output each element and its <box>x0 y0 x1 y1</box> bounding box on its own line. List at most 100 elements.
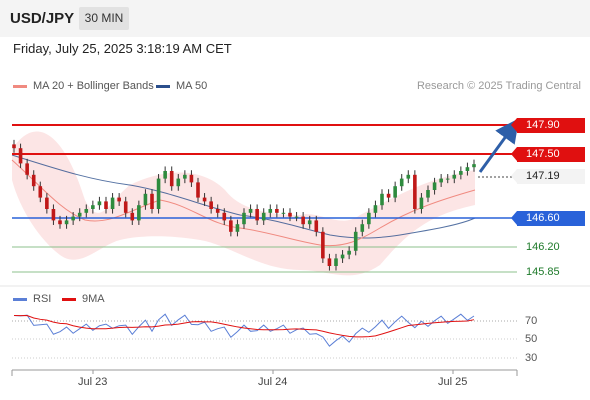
projection-arrow <box>478 118 520 173</box>
candle-body <box>12 144 16 149</box>
candle-body <box>130 212 135 221</box>
legend-9ma-label: 9MA <box>82 293 105 305</box>
candle-body <box>439 178 443 183</box>
legend-ma50: MA 50 <box>156 80 207 92</box>
ma20-line <box>11 159 476 247</box>
candle-body <box>45 197 49 209</box>
timeframe-badge[interactable]: 30 MIN <box>79 7 129 30</box>
candle-body <box>91 205 95 209</box>
candle-body <box>97 201 102 206</box>
candle-body <box>255 209 259 221</box>
candle-body <box>18 148 23 164</box>
candle-body <box>163 171 167 179</box>
candle-body <box>452 174 457 179</box>
candle-body <box>321 231 325 259</box>
legend-rsi: RSI <box>13 293 51 305</box>
candle-body <box>123 201 128 213</box>
x-tick-jul25: Jul 25 <box>438 376 468 388</box>
rsi-tick-30: 30 <box>525 352 538 364</box>
candle-body <box>209 201 213 209</box>
candle-body <box>183 174 187 179</box>
candle-body <box>38 186 43 198</box>
level-label-146-60: 146.60 <box>511 211 585 226</box>
candle-body <box>373 205 378 213</box>
candle-body <box>117 197 121 202</box>
candle-body <box>196 182 200 198</box>
candle-body <box>419 197 424 209</box>
candle-body <box>386 193 391 198</box>
legend-ma20-label: MA 20 + Bollinger Bands <box>33 80 154 92</box>
candle-body <box>465 167 470 171</box>
9ma-swatch <box>62 297 76 301</box>
candle-body <box>281 212 286 214</box>
candle-body <box>432 182 437 190</box>
candle-body <box>143 193 148 206</box>
candle-body <box>353 231 358 251</box>
candle-body <box>176 178 181 187</box>
candle-body <box>445 178 450 180</box>
candle-body <box>71 216 75 221</box>
legend-ma50-label: MA 50 <box>176 80 208 92</box>
candle-body <box>347 250 351 255</box>
legend-ma20: MA 20 + Bollinger Bands <box>13 80 154 92</box>
candle-body <box>406 174 411 179</box>
candle-body <box>261 212 266 221</box>
candle-body <box>84 209 89 213</box>
candle-body <box>301 216 305 225</box>
ma20-swatch <box>13 84 27 88</box>
level-label-147-90: 147.90 <box>511 118 585 133</box>
candle-body <box>294 216 299 218</box>
candle-body <box>288 212 292 217</box>
candle-body <box>314 220 319 232</box>
candle-body <box>150 193 154 209</box>
chart-datetime: Friday, July 25, 2025 3:18:19 AM CET <box>13 41 232 56</box>
candle-body <box>222 212 227 221</box>
candle-body <box>340 254 345 259</box>
candle-body <box>25 163 29 175</box>
symbol-title: USD/JPY <box>10 10 75 27</box>
candle-body <box>399 178 404 187</box>
candle-body <box>58 220 62 225</box>
legend-9ma: 9MA <box>62 293 105 305</box>
candle-body <box>426 190 430 198</box>
candle-body <box>367 212 371 225</box>
ma50-line <box>11 154 476 239</box>
candle-body <box>327 258 332 266</box>
level-label-145-85: 145.85 <box>517 265 585 280</box>
rsi-ma-line <box>13 314 475 338</box>
candle-body <box>248 209 253 213</box>
candle-body <box>334 258 338 266</box>
candles <box>12 139 476 271</box>
candle-body <box>472 164 476 168</box>
candle-body <box>189 174 194 183</box>
rsi-tick-50: 50 <box>525 333 538 345</box>
candle-body <box>202 197 207 202</box>
candle-body <box>242 212 246 225</box>
candle-body <box>77 212 82 217</box>
candle-body <box>169 171 174 187</box>
rsi-swatch <box>13 297 27 301</box>
research-credit: Research © 2025 Trading Central <box>416 80 581 92</box>
candle-body <box>110 197 115 209</box>
candle-body <box>215 209 220 213</box>
candle-body <box>156 178 161 209</box>
candle-body <box>51 209 56 221</box>
last-price-label: 147.19 <box>511 169 585 184</box>
rsi-tick-70: 70 <box>525 315 538 327</box>
candle-body <box>360 224 365 232</box>
rsi-line <box>13 313 475 347</box>
candle-body <box>31 174 36 187</box>
candle-body <box>229 220 233 232</box>
candle-body <box>64 220 69 225</box>
candle-body <box>268 209 273 213</box>
ma50-swatch <box>156 84 170 88</box>
x-tick-jul24: Jul 24 <box>258 376 288 388</box>
candle-body <box>275 209 279 213</box>
level-label-147-50: 147.50 <box>511 147 585 162</box>
candle-body <box>459 171 463 175</box>
candle-body <box>235 224 240 232</box>
candle-body <box>393 186 397 198</box>
candle-body <box>137 205 141 221</box>
candle-body <box>104 201 108 209</box>
